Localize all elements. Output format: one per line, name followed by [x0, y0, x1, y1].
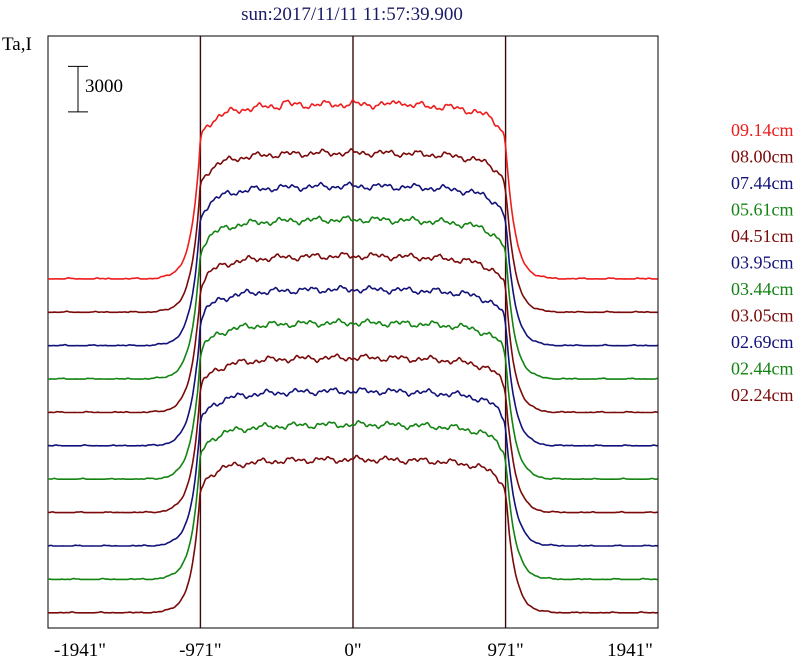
series-line-09.14cm — [48, 99, 658, 280]
x-tick-labels: -1941" -971" 0" 971" 1941" — [54, 640, 653, 661]
chart-title: sun:2017/11/11 11:57:39.900 — [241, 4, 463, 25]
series-line-02.44cm — [47, 419, 658, 581]
series-line-03.44cm — [48, 317, 658, 481]
x-tick-label: -1941" — [54, 640, 106, 661]
legend-entry: 03.95cm — [731, 253, 794, 273]
reference-lines — [199, 36, 507, 628]
legend-entry: 05.61cm — [731, 200, 794, 220]
legend-entry: 09.14cm — [731, 120, 794, 140]
series-line-08.00cm — [48, 147, 658, 314]
legend-entry: 08.00cm — [731, 147, 794, 167]
series-line-07.44cm — [48, 181, 658, 347]
scale-bar: 3000 — [68, 65, 123, 113]
legend: 09.14cm 08.00cm 07.44cm 05.61cm 04.51cm 03.95… — [731, 120, 794, 405]
series-line-02.24cm — [47, 454, 658, 614]
legend-entry: 02.69cm — [731, 332, 794, 352]
legend-entry: 07.44cm — [731, 173, 794, 193]
series-line-03.95cm — [47, 284, 658, 447]
legend-entry: 03.44cm — [731, 279, 794, 299]
x-tick-label: 0" — [344, 640, 361, 661]
scale-bar-label: 3000 — [85, 76, 123, 97]
y-axis-label: Ta,I — [2, 34, 32, 55]
legend-entry: 02.44cm — [731, 359, 794, 379]
x-tick-label: -971" — [179, 640, 222, 661]
legend-entry: 02.24cm — [731, 385, 794, 405]
series-line-03.05cm — [47, 353, 658, 514]
series-line-02.69cm — [47, 387, 658, 547]
series-line-04.51cm — [47, 251, 658, 414]
x-tick-label: 1941" — [607, 640, 653, 661]
legend-entry: 04.51cm — [731, 226, 794, 246]
series-line-05.61cm — [48, 215, 658, 380]
series-group — [47, 99, 658, 614]
x-tick-label: 971" — [487, 640, 523, 661]
legend-entry: 03.05cm — [731, 306, 794, 326]
